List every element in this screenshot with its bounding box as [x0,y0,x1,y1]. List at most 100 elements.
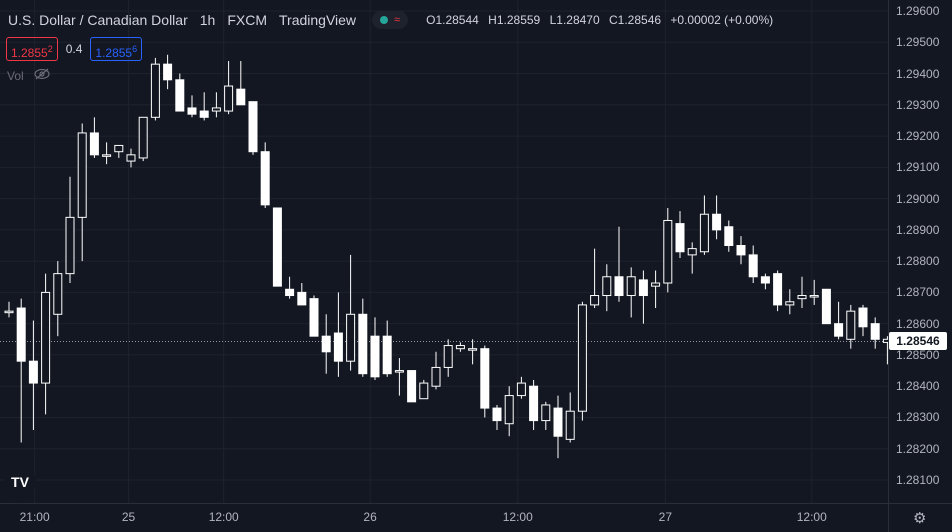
y-tick-label: 1.28100 [896,473,940,487]
candle [370,317,380,380]
candle-body-up [516,382,526,397]
candle [736,236,746,265]
candle [358,298,368,377]
candle-body-down [553,407,563,437]
low-value: 1.28470 [556,13,600,27]
candle-body-down [492,407,502,422]
candle [553,395,563,459]
x-tick-label: 12:00 [208,510,239,524]
candle [651,270,661,309]
candle [382,320,392,377]
candle [602,264,612,312]
exchange: FXCM [227,12,267,28]
high-value: 1.28559 [496,13,541,27]
candle-body-down [638,279,648,297]
y-tick-label: 1.28400 [896,379,940,394]
trade-quotes: 1.28552 0.4 1.28556 [6,37,143,61]
y-tick-label: 1.29400 [896,66,940,81]
candle [4,301,14,318]
sell-button[interactable]: 1.28552 [6,37,58,61]
candle [468,339,478,365]
candles [4,54,888,459]
candlestick-chart[interactable] [0,0,888,503]
chart-legend: U.S. Dollar / Canadian Dollar 1h FXCM Tr… [8,10,773,30]
candle-body-down [675,223,685,253]
candle [541,401,551,430]
candle-body-up [565,410,575,440]
candle-body-down [163,63,173,81]
candle [236,61,246,106]
candle-body-down [358,313,368,375]
candle-body-down [248,101,258,153]
ohlc-values: O1.28544 H1.28559 L1.28470 C1.28546 +0.0… [426,13,773,27]
candle-body-down [272,207,282,287]
candle [102,142,112,165]
candle [333,292,343,377]
candle [309,295,319,337]
y-tick-label: 1.28900 [896,222,940,237]
candle-body-down [834,323,844,337]
symbol-name[interactable]: U.S. Dollar / Canadian Dollar [8,12,188,28]
last-price-label: 1.28546 [889,332,947,350]
candle [126,148,136,168]
y-tick-label: 1.28700 [896,285,940,300]
candle [260,142,270,208]
gear-icon[interactable]: ⚙ [913,510,927,527]
candle [199,92,209,121]
candle-body-up [65,216,75,275]
candle-body-up [102,154,112,157]
candle-body-down [480,348,490,409]
market-status[interactable]: ≈ [372,11,409,29]
y-tick-label: 1.28300 [896,410,940,425]
candle-body-down [712,213,722,231]
candle-body-down [382,335,392,375]
candle [663,207,673,293]
candle [175,73,185,112]
low-label: L [549,13,557,27]
buy-price: 1.2855 [95,46,133,60]
candle [492,404,502,430]
candle [53,261,63,337]
buy-button[interactable]: 1.28556 [90,37,143,61]
candle [577,301,587,421]
candle-body-up [419,382,429,400]
candle-body-down [614,276,624,297]
candle-body-down [748,254,758,278]
x-tick-label: 12:00 [796,510,827,524]
interval[interactable]: 1h [199,12,216,28]
candle-body-up [651,282,661,287]
candle-body-down [333,332,343,362]
candle [858,304,868,337]
data-source: TradingView [279,12,357,28]
y-tick-label: 1.29600 [896,4,940,18]
eye-off-icon[interactable] [34,68,50,83]
candle [516,376,526,399]
candle [89,117,99,158]
candle-body-down [724,226,734,247]
candle-body-up [468,348,478,351]
candle-body-down [529,385,539,422]
grid-lines [0,0,888,503]
candle [590,248,600,309]
candle-body-down [285,288,295,297]
volume-legend: Vol [7,68,50,83]
candle [809,279,819,305]
candle-body-up [797,295,807,300]
candle [712,195,722,240]
sell-price: 1.2855 [11,46,48,60]
candle-body-up [53,273,63,315]
tradingview-logo[interactable]: TV [4,466,36,498]
candle [821,288,831,325]
candle-body-down [236,88,246,106]
close-value: 1.28546 [617,13,662,27]
candle-body-up [785,301,795,306]
candle-body-down [89,132,99,156]
spread: 0.4 [65,42,83,56]
candle [480,345,490,418]
candle [565,392,575,443]
candle-body-down [773,273,783,306]
candle [16,298,26,443]
candle-body-up [602,276,612,297]
candle-body-up [809,295,819,298]
candle [431,351,441,390]
